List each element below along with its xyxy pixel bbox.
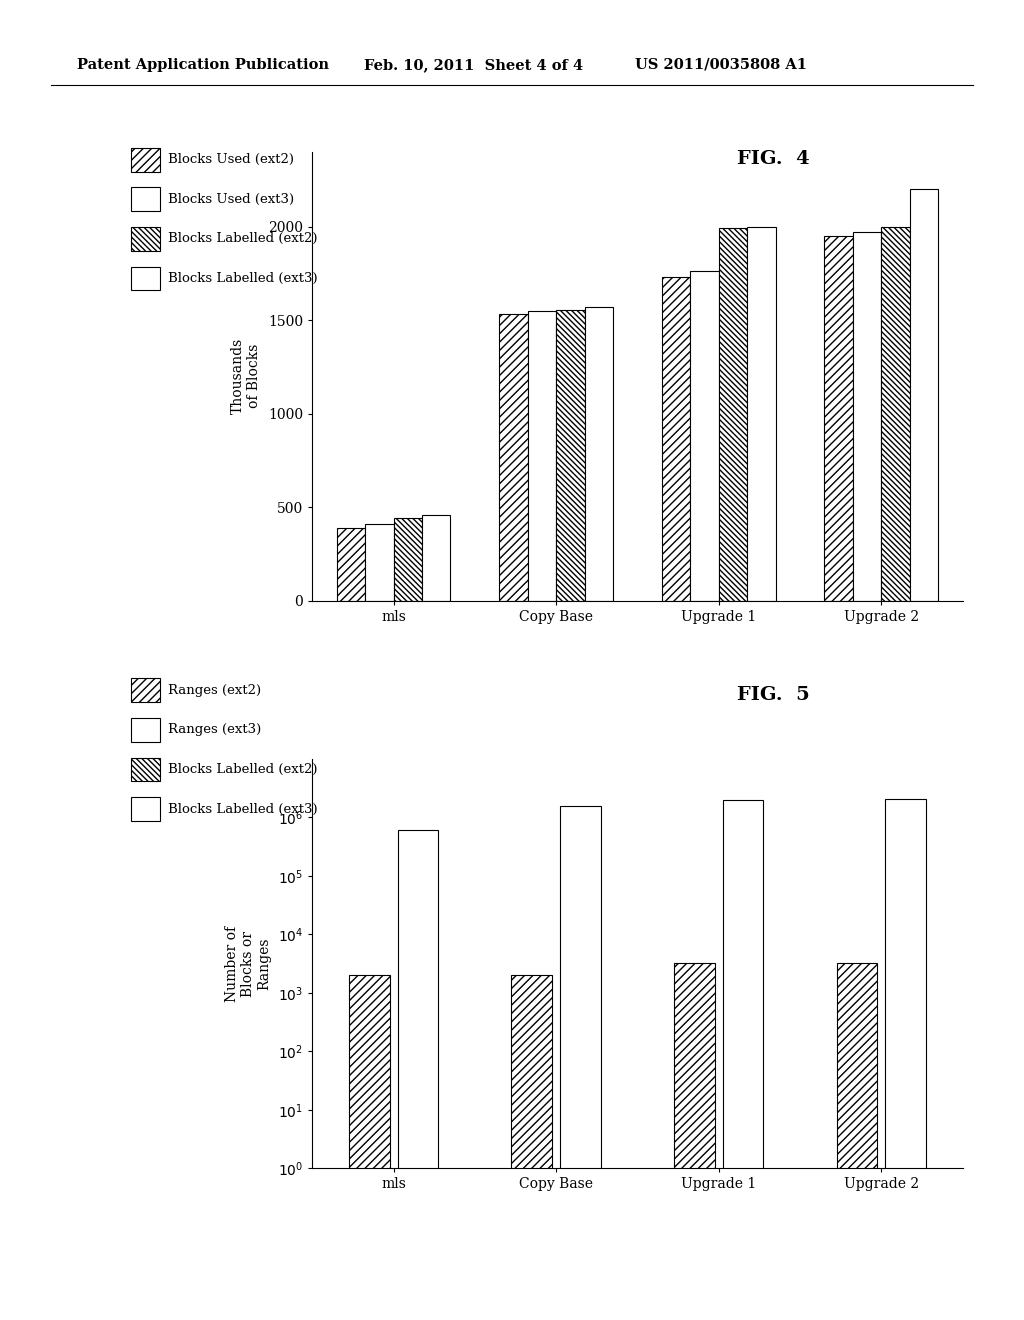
Bar: [909, 189, 938, 601]
Bar: [511, 975, 552, 1320]
Bar: [500, 314, 527, 601]
Bar: [397, 830, 438, 1320]
Bar: [337, 528, 366, 601]
Bar: [886, 799, 926, 1320]
Text: Feb. 10, 2011  Sheet 4 of 4: Feb. 10, 2011 Sheet 4 of 4: [364, 58, 583, 73]
Bar: [366, 524, 393, 601]
Bar: [853, 232, 882, 601]
Bar: [882, 227, 909, 601]
Bar: [422, 515, 451, 601]
Bar: [824, 236, 853, 601]
Bar: [674, 964, 715, 1320]
Text: Blocks Used (ext2): Blocks Used (ext2): [168, 153, 294, 166]
Bar: [556, 310, 585, 601]
Bar: [349, 975, 389, 1320]
Bar: [719, 228, 748, 601]
Y-axis label: Thousands
of Blocks: Thousands of Blocks: [231, 338, 261, 414]
Text: FIG.  4: FIG. 4: [737, 149, 810, 168]
Bar: [748, 227, 775, 601]
Text: Patent Application Publication: Patent Application Publication: [77, 58, 329, 73]
Bar: [690, 272, 719, 601]
Y-axis label: Number of
Blocks or
Ranges: Number of Blocks or Ranges: [224, 925, 271, 1002]
Bar: [837, 964, 878, 1320]
Bar: [560, 805, 601, 1320]
Bar: [527, 310, 556, 601]
Bar: [585, 308, 613, 601]
Text: Blocks Labelled (ext2): Blocks Labelled (ext2): [168, 763, 317, 776]
Text: Ranges (ext2): Ranges (ext2): [168, 684, 261, 697]
Text: Ranges (ext3): Ranges (ext3): [168, 723, 261, 737]
Text: Blocks Labelled (ext3): Blocks Labelled (ext3): [168, 803, 317, 816]
Bar: [723, 800, 764, 1320]
Bar: [662, 277, 690, 601]
Text: Blocks Labelled (ext2): Blocks Labelled (ext2): [168, 232, 317, 246]
Text: US 2011/0035808 A1: US 2011/0035808 A1: [635, 58, 807, 73]
Text: Blocks Labelled (ext3): Blocks Labelled (ext3): [168, 272, 317, 285]
Bar: [393, 519, 422, 601]
Text: Blocks Used (ext3): Blocks Used (ext3): [168, 193, 294, 206]
Text: FIG.  5: FIG. 5: [737, 685, 810, 704]
